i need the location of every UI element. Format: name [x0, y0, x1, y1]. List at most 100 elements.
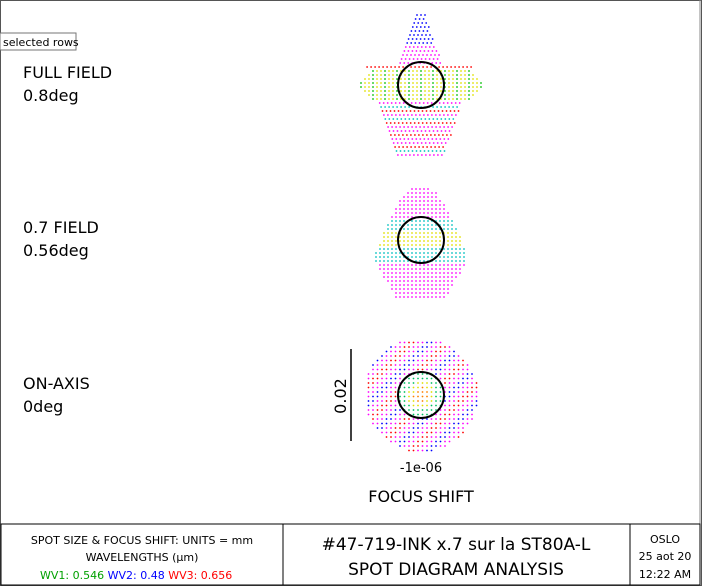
spot-dot — [421, 386, 424, 389]
spot-dot — [408, 395, 410, 398]
spot-dot — [424, 46, 427, 48]
spot-dot — [428, 46, 431, 48]
spot-dot — [426, 66, 428, 68]
spot-dot — [450, 134, 452, 136]
spot-dot — [399, 440, 401, 443]
spot-dot — [431, 240, 433, 242]
spot-dot — [447, 248, 449, 250]
spot-dot — [421, 34, 423, 36]
spot-dot — [415, 200, 417, 202]
spot-dot — [423, 138, 426, 140]
spot-dot — [376, 368, 379, 371]
spot-dot — [471, 386, 473, 389]
spot-dot — [384, 94, 386, 96]
spot-dot — [419, 284, 421, 286]
spot-dot — [419, 200, 421, 202]
spot-dot — [432, 78, 434, 80]
spot-dot — [423, 260, 425, 262]
spot-dot — [475, 382, 478, 384]
spot-dot — [399, 212, 401, 214]
spot-dot — [447, 264, 449, 266]
spot-dot — [385, 427, 388, 429]
spot-dot — [432, 98, 434, 100]
spot-dot — [399, 436, 401, 438]
spot-dot — [451, 268, 453, 270]
spot-dot — [403, 395, 406, 398]
spot-dot — [407, 216, 409, 218]
spot-dot — [444, 346, 446, 348]
spot-dot — [391, 228, 393, 230]
spot-dot — [395, 240, 397, 242]
spot-dot — [466, 422, 469, 425]
spot-dot — [434, 146, 436, 148]
spot-dot — [443, 228, 445, 230]
spot-dot — [436, 106, 438, 108]
spot-dot — [464, 86, 466, 88]
spot-dot — [403, 204, 405, 206]
spot-dot — [381, 404, 383, 407]
spot-dot — [432, 90, 434, 92]
spot-dot — [443, 252, 445, 254]
spot-dot — [417, 110, 420, 112]
spot-dot — [395, 252, 397, 254]
spot-dot — [411, 38, 414, 40]
spot-dot — [415, 264, 417, 266]
spot-dot — [394, 355, 397, 357]
spot-dot — [411, 138, 414, 140]
spot-dot — [439, 418, 442, 420]
spot-dot — [442, 146, 444, 148]
spot-dot — [403, 288, 405, 290]
spot-dot — [367, 395, 370, 398]
spot-dot — [417, 382, 419, 384]
spot-dot — [415, 150, 418, 152]
spot-dot — [472, 78, 474, 80]
spot-dot — [426, 445, 428, 447]
spot-dot — [421, 377, 424, 380]
spot-dot — [390, 102, 393, 104]
spot-dot — [440, 82, 442, 84]
spot-dot — [407, 280, 409, 282]
spot-dot — [448, 422, 451, 425]
spot-dot — [448, 355, 451, 357]
spot-dot — [417, 22, 420, 24]
spot-dot — [444, 368, 446, 371]
spot-dot — [455, 228, 457, 230]
spot-dot — [399, 220, 401, 222]
spot-dot — [451, 264, 453, 266]
spot-dot — [422, 146, 424, 148]
spot-dot — [451, 256, 453, 258]
spot-dot — [427, 268, 429, 270]
spot-dot — [368, 82, 370, 84]
lens-title: #47-719-INK x.7 sur la ST80A-L — [322, 535, 591, 555]
spot-dot — [419, 272, 421, 274]
spot-dot — [399, 373, 401, 375]
spot-dot — [423, 200, 425, 202]
spot-dot — [414, 30, 417, 32]
spot-dot — [419, 192, 421, 194]
spot-dot — [372, 391, 374, 393]
spot-dot — [419, 252, 421, 254]
airy-circle — [397, 61, 445, 109]
spot-dot — [415, 212, 417, 214]
spot-dot — [388, 70, 390, 72]
spot-dot — [421, 154, 423, 156]
analysis-title: SPOT DIAGRAM ANALYSIS — [348, 560, 564, 580]
spot-dot — [407, 212, 409, 214]
spot-dot — [411, 204, 413, 206]
spot-dot — [376, 86, 378, 88]
spot-dot — [376, 364, 379, 366]
spot-dot — [425, 110, 428, 112]
spot-dot — [435, 50, 438, 52]
spot-dot — [408, 355, 410, 357]
spot-dot — [445, 110, 448, 112]
spot-dot — [442, 66, 444, 68]
spot-dot — [379, 252, 381, 254]
spot-dot — [414, 146, 416, 148]
spot-dot — [444, 94, 446, 96]
spot-dot — [391, 114, 393, 116]
spot-dot — [419, 26, 422, 28]
spot-dot — [421, 400, 424, 402]
spot-dot — [426, 386, 428, 389]
spot-dot — [385, 355, 388, 357]
spot-dot — [439, 296, 441, 298]
